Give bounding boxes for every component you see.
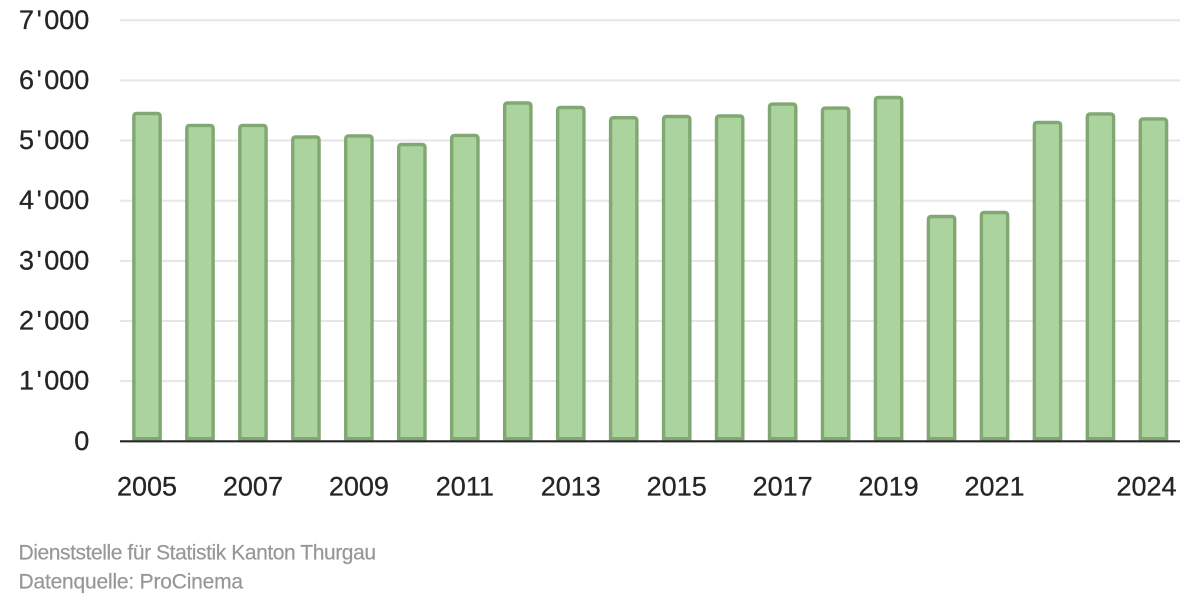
svg-text:2005: 2005 <box>117 472 177 502</box>
svg-text:2009: 2009 <box>329 472 389 502</box>
svg-text:3'000: 3'000 <box>19 245 89 275</box>
svg-text:2021: 2021 <box>964 472 1024 502</box>
svg-text:2019: 2019 <box>859 472 919 502</box>
svg-text:0: 0 <box>74 426 89 456</box>
svg-text:Dienststelle für Statistik Kan: Dienststelle für Statistik Kanton Thurga… <box>19 541 376 564</box>
svg-text:2007: 2007 <box>223 472 283 502</box>
svg-text:2024: 2024 <box>1116 472 1176 502</box>
svg-text:2'000: 2'000 <box>19 306 89 336</box>
svg-text:2013: 2013 <box>541 472 601 502</box>
svg-text:7'000: 7'000 <box>19 5 89 35</box>
svg-text:2015: 2015 <box>647 472 707 502</box>
svg-text:1'000: 1'000 <box>19 366 89 396</box>
svg-text:6'000: 6'000 <box>19 65 89 95</box>
svg-text:5'000: 5'000 <box>19 125 89 155</box>
svg-text:4'000: 4'000 <box>19 185 89 215</box>
svg-text:Datenquelle: ProCinema: Datenquelle: ProCinema <box>19 570 244 593</box>
svg-text:2017: 2017 <box>753 472 813 502</box>
svg-text:2011: 2011 <box>436 472 494 502</box>
